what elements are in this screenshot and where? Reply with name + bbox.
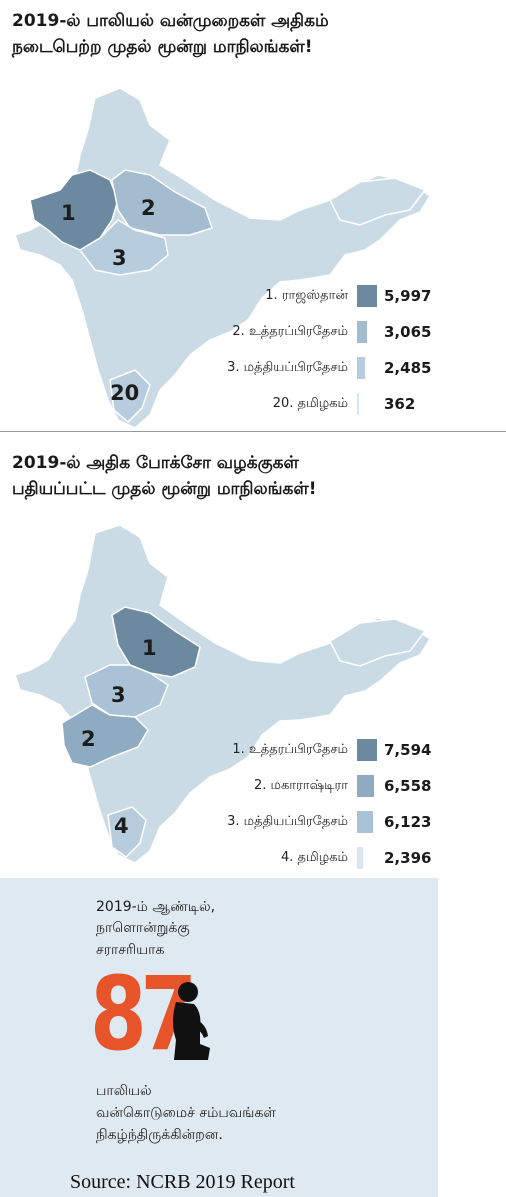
chart2-value-label: 6,558	[384, 777, 432, 795]
region-uttar-pradesh-2	[111, 606, 201, 678]
india-outline-2	[14, 524, 432, 864]
panel-sexual-violence: 2019-ல் பாலியல் வன்முறைகள் அதிகம் நடைபெற…	[0, 0, 506, 432]
chart2-category-text: 3. மத்தியப்பிரதேசம்	[227, 814, 348, 829]
region-rajasthan	[29, 169, 119, 251]
chart1-bar	[357, 321, 367, 343]
chart2-value-label: 6,123	[384, 813, 432, 831]
india-map-1: 1 2 3 20	[14, 87, 432, 429]
chart1-category-text: 20. தமிழகம்	[272, 396, 348, 411]
map2-label-4: 4	[114, 814, 129, 838]
panel1-title: 2019-ல் பாலியல் வன்முறைகள் அதிகம் நடைபெற…	[12, 8, 329, 60]
daily-average-stat-box	[0, 878, 438, 1197]
chart2-value-label: 2,396	[384, 849, 432, 867]
chart1-value-label: 3,065	[384, 323, 432, 341]
panel-pocso-cases: 2019-ல் அதிக போக்சோ வழக்குகள் பதியப்பட்ட…	[0, 445, 506, 875]
map1-label-1: 1	[61, 201, 76, 225]
chart2-value-label: 7,594	[384, 741, 432, 759]
chart2-bar	[357, 775, 374, 797]
map2-label-1: 1	[142, 636, 157, 660]
chart2-category-label: 4. தமிழகம்	[0, 846, 348, 870]
chart1-value-label: 362	[384, 395, 416, 413]
panel2-title-line2: பதியப்பட்ட முதல் மூன்று மாநிலங்கள்!	[12, 479, 317, 499]
india-map-2: 1 3 2 4	[14, 524, 432, 864]
stat-line4: பாலியல்	[96, 1083, 152, 1099]
chart1-bar	[357, 357, 365, 379]
stat-line2: நாளொன்றுக்கு	[96, 920, 190, 936]
chart1-category-text: 2. உத்தரப்பிரதேசம்	[232, 324, 348, 339]
sitting-child-icon	[173, 982, 210, 1060]
map1-label-2: 2	[141, 196, 156, 220]
chart2-category-text: 2. மகாராஷ்டிரா	[253, 778, 348, 793]
chart2-bar	[357, 847, 363, 869]
map2-label-2: 2	[81, 727, 96, 751]
stat-line1: 2019-ம் ஆண்டில்,	[96, 899, 216, 915]
chart1-category-label: 1. ராஜஸ்தான்	[0, 284, 348, 308]
chart2-bar	[357, 811, 373, 833]
chart1-category-label: 20. தமிழகம்	[0, 392, 348, 416]
chart1-value-label: 5,997	[384, 287, 432, 305]
india-outline	[14, 87, 432, 429]
source-note: Source: NCRB 2019 Report	[70, 1171, 295, 1193]
region-uttar-pradesh	[111, 169, 213, 236]
region-madhya-pradesh	[78, 219, 169, 276]
panel1-title-line1: 2019-ல் பாலியல் வன்முறைகள் அதிகம்	[12, 11, 329, 31]
stat-line3: சராசரியாக	[96, 942, 165, 958]
chart1-category-label: 2. உத்தரப்பிரதேசம்	[0, 320, 348, 344]
chart2-bar	[357, 739, 377, 761]
map2-label-3: 3	[111, 683, 126, 707]
chart1-bar	[357, 285, 377, 307]
chart2-category-text: 1. உத்தரப்பிரதேசம்	[232, 742, 348, 757]
region-tamil-nadu-2	[107, 806, 147, 858]
chart2-category-text: 4. தமிழகம்	[280, 850, 348, 865]
chart1-category-text: 3. மத்தியப்பிரதேசம்	[227, 360, 348, 375]
chart1-category-label: 3. மத்தியப்பிரதேசம்	[0, 356, 348, 380]
map1-label-3: 3	[112, 246, 127, 270]
stat-line6: நிகழ்ந்திருக்கின்றன.	[96, 1127, 223, 1143]
chart1-value-label: 2,485	[384, 359, 432, 377]
chart1-bar	[357, 393, 359, 415]
region-madhya-pradesh-2	[84, 664, 169, 718]
map1-label-20: 20	[110, 381, 139, 405]
region-northeast	[329, 177, 427, 226]
chart2-category-label: 3. மத்தியப்பிரதேசம்	[0, 810, 348, 834]
chart1-category-text: 1. ராஜஸ்தான்	[265, 288, 348, 303]
chart2-category-label: 2. மகாராஷ்டிரா	[0, 774, 348, 798]
panel1-title-line2: நடைபெற்ற முதல் மூன்று மாநிலங்கள்!	[12, 37, 313, 57]
panel2-title: 2019-ல் அதிக போக்சோ வழக்குகள் பதியப்பட்ட…	[12, 450, 316, 502]
region-maharashtra-2	[61, 704, 149, 768]
region-northeast-2	[329, 618, 427, 667]
panel2-title-line1: 2019-ல் அதிக போக்சோ வழக்குகள்	[12, 453, 299, 473]
stat-line5: வன்கொடுமைச் சம்பவங்கள்	[96, 1105, 277, 1121]
region-tamil-nadu	[109, 369, 151, 424]
chart2-category-label: 1. உத்தரப்பிரதேசம்	[0, 738, 348, 762]
